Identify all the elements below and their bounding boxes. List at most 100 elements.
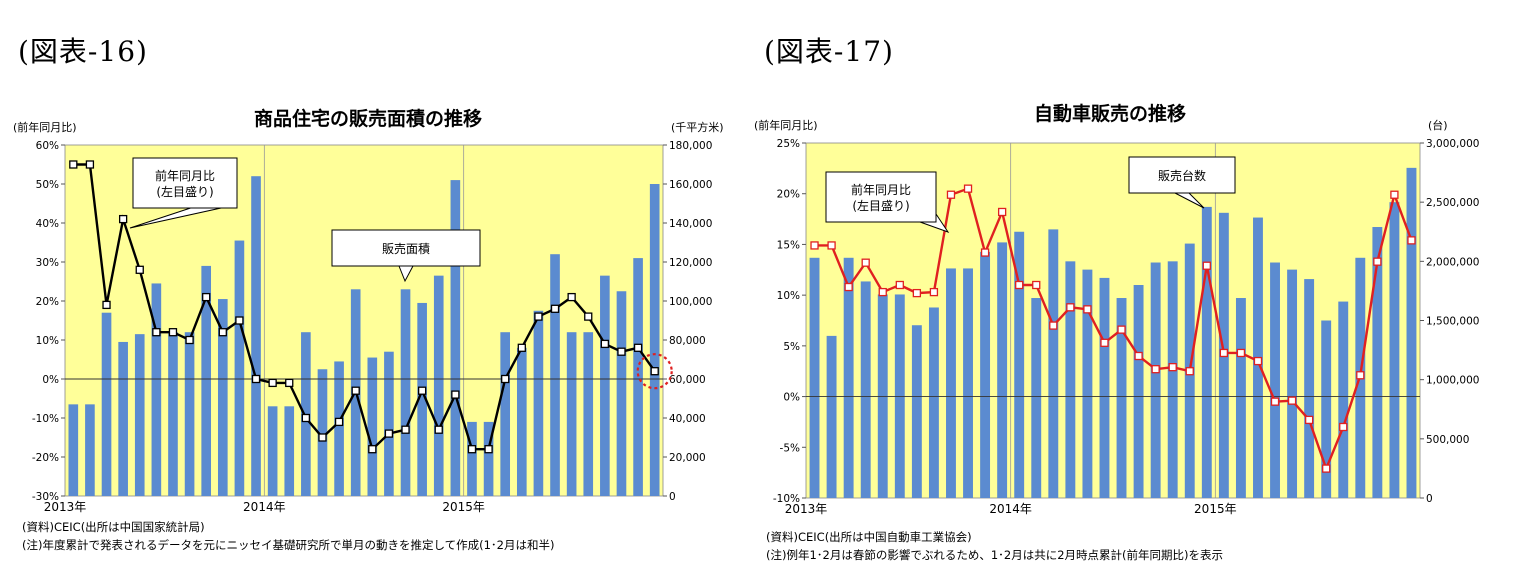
callout-box-1 [1128, 156, 1236, 194]
bar-12 [267, 406, 278, 496]
yoy-point-8 [202, 292, 211, 302]
yoy-point-14 [1049, 321, 1058, 330]
yoy-point-28 [1287, 396, 1297, 405]
figure-17-label: (図表-17) [764, 35, 894, 68]
x-label-0: 2013年 [44, 500, 87, 514]
yoy-point-11 [251, 374, 261, 384]
callout-text-0-1: (左目盛り) [156, 184, 213, 199]
bar-15 [317, 369, 328, 496]
bar-17 [1099, 277, 1110, 498]
figure-16-source: (資料)CEIC(出所は中国国家統計局) [22, 520, 205, 534]
yoy-point-3 [861, 258, 870, 267]
yoy-point-19 [1134, 351, 1143, 361]
bar-31 [1338, 301, 1349, 498]
yoy-point-4 [135, 265, 144, 274]
bar-16 [334, 361, 344, 496]
right-tick-label-1: 2,500,000 [1426, 197, 1479, 209]
bar-30 [566, 332, 577, 496]
yoy-point-3 [118, 214, 128, 224]
bar-30 [1321, 320, 1332, 498]
yoy-point-9 [963, 184, 973, 193]
yoy-point-25 [1236, 348, 1246, 358]
yoy-point-8 [946, 190, 956, 199]
yoy-point-7 [929, 287, 939, 297]
yoy-point-27 [1270, 397, 1280, 406]
bar-28 [1287, 269, 1298, 498]
yoy-point-28 [534, 312, 543, 321]
yoy-point-5 [152, 328, 161, 337]
right-tick-label-9: 0 [669, 491, 676, 503]
left-tick-label-7: -10% [32, 413, 59, 425]
bar-3 [860, 281, 871, 498]
yoy-point-26 [501, 374, 510, 384]
left-tick-label-1: 20% [777, 189, 800, 201]
left-tick-label-5: 10% [36, 335, 59, 347]
yoy-point-9 [218, 328, 227, 337]
yoy-point-1 [827, 241, 836, 250]
bar-21 [1167, 261, 1178, 498]
yoy-point-22 [1185, 367, 1194, 376]
right-axis-label: (千平方米) [671, 120, 724, 134]
yoy-point-21 [417, 386, 427, 395]
right-tick-label-4: 1,000,000 [1426, 375, 1479, 387]
bar-25 [483, 421, 494, 496]
left-tick-label-4: 5% [783, 341, 800, 353]
x-label-0: 2013年 [785, 502, 828, 516]
bar-33 [1372, 227, 1383, 498]
yoy-point-26 [1253, 356, 1263, 366]
bar-34 [1389, 202, 1400, 498]
yoy-point-16 [334, 417, 344, 427]
yoy-point-19 [384, 429, 394, 438]
yoy-point-6 [912, 288, 922, 298]
bar-0 [809, 257, 820, 498]
bar-2 [843, 257, 854, 498]
yoy-point-5 [895, 280, 904, 290]
left-axis-label: (前年同月比) [13, 120, 77, 134]
yoy-point-35 [1407, 236, 1416, 245]
yoy-point-18 [368, 445, 377, 454]
callout-box-1 [331, 229, 481, 267]
yoy-point-35 [650, 367, 659, 376]
x-label-2: 2015年 [1194, 502, 1237, 516]
yoy-point-17 [1100, 338, 1109, 347]
yoy-point-15 [1066, 303, 1075, 312]
bar-35 [649, 184, 660, 496]
yoy-point-25 [484, 445, 493, 454]
bar-21 [417, 302, 427, 496]
yoy-point-13 [1032, 280, 1041, 290]
left-tick-label-6: 0% [42, 374, 59, 386]
yoy-point-6 [168, 328, 178, 337]
right-tick-label-3: 120,000 [669, 257, 712, 269]
bar-29 [550, 254, 560, 496]
left-tick-label-9: -30% [32, 491, 59, 503]
left-tick-label-3: 10% [777, 290, 800, 302]
bar-26 [500, 332, 511, 496]
bar-9 [217, 299, 228, 496]
figure-16-note: (注)年度累計で発表されるデータを元にニッセイ基礎研究所で単月の動きを推定して作… [22, 538, 555, 552]
yoy-point-30 [1322, 464, 1331, 473]
bar-19 [1133, 285, 1144, 498]
right-tick-label-0: 3,000,000 [1426, 138, 1479, 150]
left-tick-label-6: -5% [780, 442, 800, 454]
yoy-point-33 [617, 347, 626, 356]
bar-13 [1031, 298, 1042, 498]
yoy-point-11 [997, 207, 1007, 217]
left-tick-label-7: -10% [773, 493, 800, 505]
bar-29 [1304, 279, 1315, 498]
bar-20 [1150, 262, 1161, 498]
bar-19 [384, 351, 394, 496]
yoy-point-23 [1202, 261, 1211, 270]
right-tick-label-7: 40,000 [669, 413, 706, 425]
yoy-point-7 [185, 335, 194, 345]
left-tick-label-5: 0% [783, 392, 800, 404]
left-tick-label-4: 20% [36, 296, 59, 308]
left-tick-label-3: 30% [36, 257, 59, 269]
callout-box-0 [132, 157, 238, 209]
left-tick-label-2: 40% [36, 218, 59, 230]
yoy-point-22 [434, 425, 443, 434]
right-tick-label-4: 100,000 [669, 296, 712, 308]
bar-7 [184, 332, 195, 496]
bar-0 [68, 404, 79, 496]
yoy-point-32 [1356, 371, 1365, 380]
